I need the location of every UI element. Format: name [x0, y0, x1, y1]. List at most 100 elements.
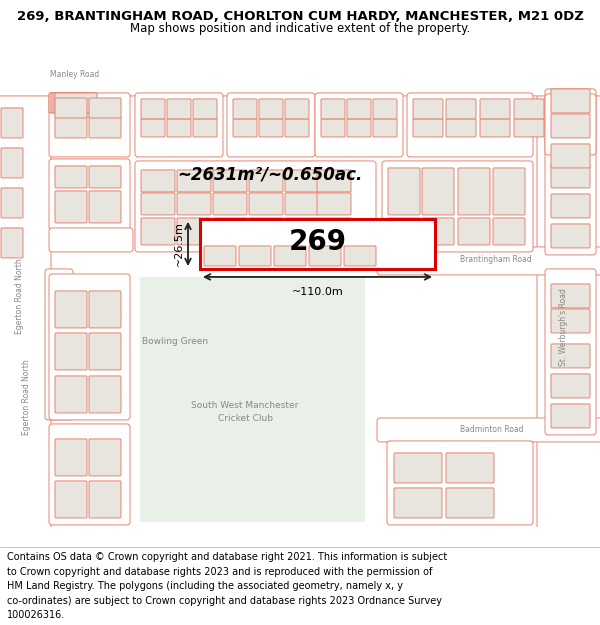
FancyBboxPatch shape [55, 376, 87, 413]
Text: co-ordinates) are subject to Crown copyright and database rights 2023 Ordnance S: co-ordinates) are subject to Crown copyr… [7, 596, 442, 606]
FancyBboxPatch shape [309, 246, 341, 266]
FancyBboxPatch shape [422, 168, 454, 215]
FancyBboxPatch shape [422, 218, 454, 245]
FancyBboxPatch shape [259, 119, 283, 137]
FancyBboxPatch shape [51, 93, 93, 113]
FancyBboxPatch shape [545, 94, 596, 155]
FancyBboxPatch shape [551, 374, 590, 398]
Text: HM Land Registry. The polygons (including the associated geometry, namely x, y: HM Land Registry. The polygons (includin… [7, 581, 403, 591]
FancyBboxPatch shape [249, 170, 283, 192]
Bar [200, 219, 435, 269]
FancyBboxPatch shape [551, 89, 590, 113]
Text: 269, BRANTINGHAM ROAD, CHORLTON CUM HARDY, MANCHESTER, M21 0DZ: 269, BRANTINGHAM ROAD, CHORLTON CUM HARD… [17, 10, 583, 23]
FancyBboxPatch shape [89, 333, 121, 370]
FancyBboxPatch shape [388, 168, 420, 215]
FancyBboxPatch shape [49, 159, 130, 230]
FancyBboxPatch shape [55, 98, 87, 118]
FancyBboxPatch shape [249, 193, 283, 215]
FancyBboxPatch shape [55, 333, 87, 370]
FancyBboxPatch shape [45, 269, 73, 420]
FancyBboxPatch shape [285, 218, 319, 245]
FancyBboxPatch shape [135, 93, 223, 157]
FancyBboxPatch shape [141, 170, 175, 192]
FancyBboxPatch shape [89, 98, 121, 118]
FancyBboxPatch shape [458, 168, 490, 215]
Bar [140, 277, 365, 522]
Text: ~26.5m: ~26.5m [174, 221, 184, 266]
FancyBboxPatch shape [177, 193, 211, 215]
FancyBboxPatch shape [394, 453, 442, 483]
FancyBboxPatch shape [167, 119, 191, 137]
FancyBboxPatch shape [49, 93, 91, 113]
FancyBboxPatch shape [141, 193, 175, 215]
FancyBboxPatch shape [55, 439, 87, 476]
FancyBboxPatch shape [274, 246, 306, 266]
FancyBboxPatch shape [89, 481, 121, 518]
FancyBboxPatch shape [167, 99, 191, 119]
FancyBboxPatch shape [551, 144, 590, 168]
FancyBboxPatch shape [480, 119, 510, 137]
FancyBboxPatch shape [213, 193, 247, 215]
FancyBboxPatch shape [537, 62, 600, 530]
Text: ~110.0m: ~110.0m [292, 287, 343, 297]
Text: Egerton Road North: Egerton Road North [23, 359, 32, 435]
FancyBboxPatch shape [377, 418, 600, 442]
Text: Egerton Road North: Egerton Road North [16, 258, 25, 334]
FancyBboxPatch shape [377, 247, 600, 275]
FancyBboxPatch shape [89, 376, 121, 413]
FancyBboxPatch shape [89, 291, 121, 328]
Text: Manley Road: Manley Road [50, 71, 100, 79]
FancyBboxPatch shape [259, 99, 283, 119]
FancyBboxPatch shape [177, 170, 211, 192]
Text: St. Werburgh's Road: St. Werburgh's Road [559, 288, 568, 366]
FancyBboxPatch shape [285, 170, 319, 192]
Text: Bowling Green: Bowling Green [142, 338, 208, 346]
FancyBboxPatch shape [545, 89, 596, 255]
FancyBboxPatch shape [213, 218, 247, 245]
FancyBboxPatch shape [551, 404, 590, 428]
FancyBboxPatch shape [551, 194, 590, 218]
Text: 100026316.: 100026316. [7, 610, 65, 620]
FancyBboxPatch shape [551, 224, 590, 248]
Text: 269: 269 [289, 228, 347, 256]
FancyBboxPatch shape [1, 228, 23, 258]
FancyBboxPatch shape [53, 93, 95, 113]
FancyBboxPatch shape [321, 99, 345, 119]
FancyBboxPatch shape [321, 119, 345, 137]
FancyBboxPatch shape [344, 246, 376, 266]
FancyBboxPatch shape [233, 99, 257, 119]
FancyBboxPatch shape [347, 119, 371, 137]
FancyBboxPatch shape [317, 218, 351, 245]
FancyBboxPatch shape [141, 99, 165, 119]
FancyBboxPatch shape [407, 93, 533, 157]
FancyBboxPatch shape [551, 344, 590, 368]
FancyBboxPatch shape [49, 93, 130, 157]
Text: Contains OS data © Crown copyright and database right 2021. This information is : Contains OS data © Crown copyright and d… [7, 552, 448, 562]
FancyBboxPatch shape [458, 218, 490, 245]
FancyBboxPatch shape [89, 116, 121, 138]
FancyBboxPatch shape [446, 99, 476, 119]
FancyBboxPatch shape [249, 218, 283, 245]
FancyBboxPatch shape [55, 166, 87, 188]
FancyBboxPatch shape [387, 441, 533, 525]
FancyBboxPatch shape [480, 99, 510, 119]
FancyBboxPatch shape [55, 93, 97, 113]
FancyBboxPatch shape [317, 193, 351, 215]
FancyBboxPatch shape [193, 99, 217, 119]
Text: Brantingham Road: Brantingham Road [460, 256, 532, 264]
FancyBboxPatch shape [55, 481, 87, 518]
FancyBboxPatch shape [204, 246, 236, 266]
FancyBboxPatch shape [135, 161, 376, 252]
FancyBboxPatch shape [239, 246, 271, 266]
FancyBboxPatch shape [227, 93, 315, 157]
FancyBboxPatch shape [382, 161, 533, 252]
Text: Map shows position and indicative extent of the property.: Map shows position and indicative extent… [130, 22, 470, 35]
FancyBboxPatch shape [317, 170, 351, 192]
FancyBboxPatch shape [551, 114, 590, 138]
FancyBboxPatch shape [285, 99, 309, 119]
FancyBboxPatch shape [177, 218, 211, 245]
FancyBboxPatch shape [89, 439, 121, 476]
FancyBboxPatch shape [373, 119, 397, 137]
FancyBboxPatch shape [89, 166, 121, 188]
FancyBboxPatch shape [55, 291, 87, 328]
